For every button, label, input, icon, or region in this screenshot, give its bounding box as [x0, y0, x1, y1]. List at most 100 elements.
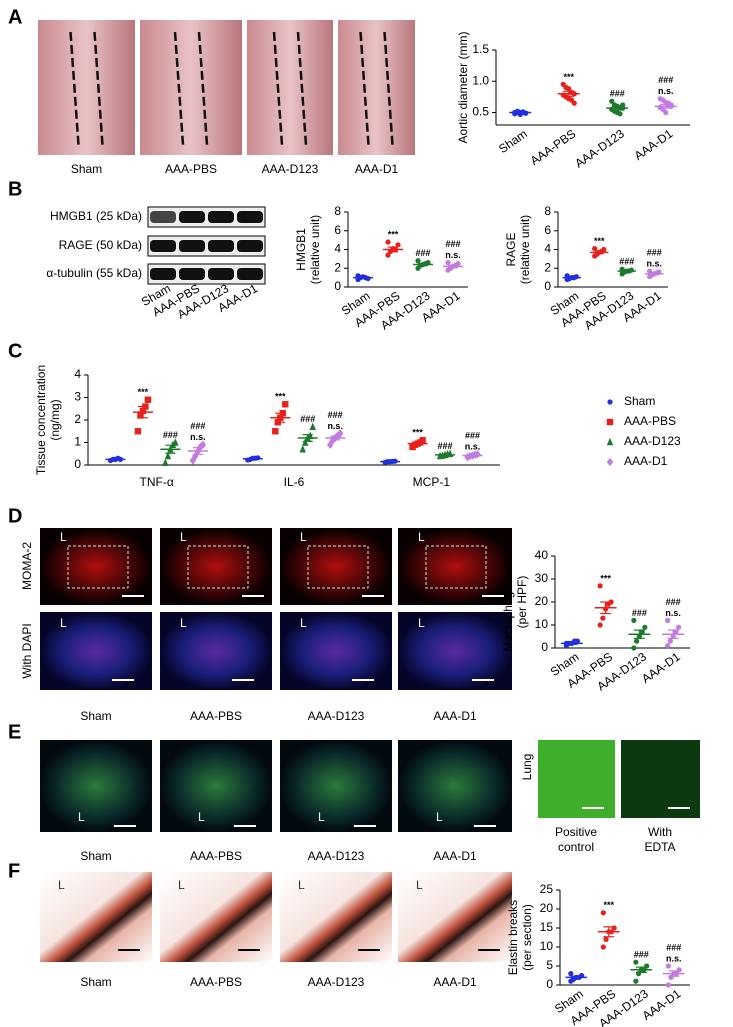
- significance: ###: [445, 239, 460, 249]
- data-point: [189, 456, 197, 465]
- data-point: [199, 440, 207, 449]
- data-point: [609, 98, 615, 104]
- y-axis-label: RAGE: [504, 232, 518, 266]
- micrograph: [398, 612, 512, 690]
- data-point: [302, 438, 309, 446]
- group-caption: AAA-PBS: [165, 162, 217, 176]
- group-caption: AAA-D1: [355, 162, 399, 176]
- micrograph: [160, 612, 272, 690]
- significance: n.s.: [445, 250, 461, 260]
- x-tick-label: AAA-D1: [632, 126, 676, 163]
- data-point: [676, 967, 682, 973]
- significance: ***: [138, 387, 149, 397]
- dashed-mark: [69, 31, 80, 146]
- micrograph: [160, 528, 272, 605]
- x-tick-label: AAA-D1: [639, 649, 683, 686]
- micrograph: [280, 872, 392, 962]
- lumen-label: L: [180, 530, 187, 544]
- micrograph: [40, 612, 152, 690]
- lung-label: Lung: [520, 754, 534, 781]
- data-point: [568, 971, 574, 977]
- data-point: [309, 422, 316, 430]
- group-caption: AAA-PBS: [190, 975, 242, 989]
- dashed-mark: [197, 31, 209, 146]
- y-tick-label: 0: [74, 457, 81, 471]
- group-caption: Sham: [80, 849, 111, 863]
- group-caption: AAA-D1: [433, 975, 477, 989]
- micrograph: [398, 528, 512, 605]
- y-tick-label: 1.5: [472, 42, 489, 56]
- y-axis-label: (relative unit): [518, 215, 532, 284]
- significance: ###: [619, 257, 634, 267]
- inset-box: [307, 545, 369, 589]
- significance: ###: [190, 421, 205, 431]
- y-axis-label: HMGB1: [294, 228, 308, 271]
- y-tick-label: 0: [334, 279, 341, 293]
- y-tick-label: 40: [535, 548, 549, 562]
- y-tick-label: 6: [334, 223, 341, 237]
- y-tick-label: 8: [334, 204, 341, 218]
- y-tick-label: 3: [74, 390, 81, 404]
- data-point: [642, 624, 648, 630]
- significance: ***: [594, 236, 605, 246]
- y-axis-label: (relative unit): [308, 215, 322, 284]
- blot-band: [179, 268, 205, 280]
- micrograph: [280, 528, 392, 605]
- data-point: [385, 239, 391, 245]
- row-label: With DAPI: [20, 623, 34, 678]
- data-point: [600, 944, 606, 950]
- data-point: [571, 100, 577, 106]
- panel-label: F: [8, 860, 20, 882]
- y-tick-label: 25: [540, 882, 554, 896]
- data-point: [162, 458, 169, 466]
- data-point: [665, 963, 671, 969]
- micrograph: [140, 20, 242, 155]
- blot-band: [208, 268, 234, 280]
- significance: ###: [300, 414, 315, 424]
- micrograph: [40, 872, 152, 962]
- y-tick-label: 0.5: [472, 105, 489, 119]
- significance: ***: [600, 573, 611, 583]
- y-tick-label: 4: [74, 367, 81, 381]
- blot-band: [150, 240, 176, 252]
- y-tick-label: 15: [540, 920, 554, 934]
- blot-label: HMGB1 (25 kDa): [50, 209, 142, 223]
- data-point: [272, 428, 279, 435]
- x-tick-label: Sham: [496, 127, 530, 156]
- dashed-mark: [173, 31, 185, 146]
- significance: n.s.: [190, 432, 206, 442]
- legend-label: AAA-PBS: [624, 414, 676, 428]
- data-point: [192, 451, 199, 461]
- y-tick-label: 5: [546, 958, 553, 972]
- inset-box: [67, 545, 129, 589]
- x-tick-label: AAA-D123: [572, 126, 627, 170]
- y-axis-label: (ng/mg): [48, 399, 62, 440]
- y-tick-label: 0: [541, 640, 548, 654]
- lung-caption: Positive: [555, 825, 597, 839]
- y-tick-label: 8: [544, 204, 551, 218]
- significance: ###: [438, 441, 453, 451]
- micrograph: [338, 20, 415, 155]
- data-point: [592, 245, 598, 252]
- y-tick-label: 20: [535, 594, 549, 608]
- data-point: [597, 622, 603, 628]
- dashed-mark: [272, 31, 284, 146]
- data-point: [137, 412, 144, 419]
- significance: ***: [563, 72, 574, 82]
- micrograph: [280, 740, 392, 832]
- significance: ***: [388, 229, 399, 239]
- micrograph: [40, 528, 152, 605]
- micrograph: [538, 740, 615, 818]
- data-point: [631, 617, 637, 624]
- y-tick-label: 2: [74, 412, 81, 426]
- lumen-label: L: [436, 810, 443, 824]
- x-tick-label: AAA-PBS: [528, 127, 579, 168]
- x-tick-label: MCP-1: [413, 475, 451, 489]
- y-tick-label: 20: [540, 901, 554, 915]
- micrograph: [621, 740, 700, 818]
- data-point: [299, 445, 306, 453]
- data-point: [676, 624, 682, 630]
- data-point: [631, 645, 637, 651]
- micrograph: [40, 740, 152, 832]
- data-point: [419, 437, 426, 444]
